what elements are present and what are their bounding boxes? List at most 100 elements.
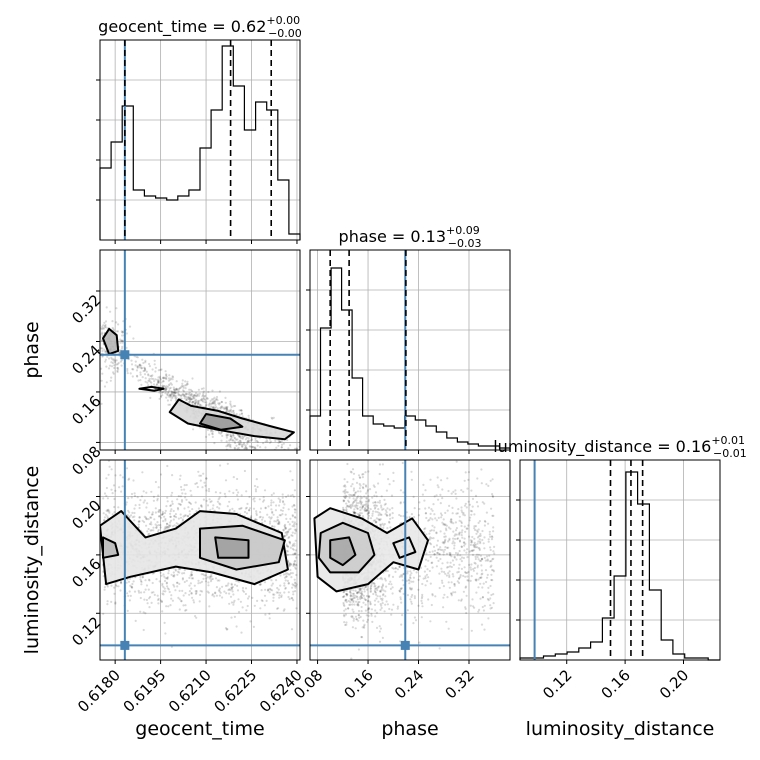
sample-point [402, 584, 405, 587]
sample-point [297, 454, 299, 456]
sample-point [148, 532, 151, 536]
sample-point [169, 504, 173, 507]
sample-point [357, 591, 360, 594]
sample-point [216, 500, 219, 503]
sample-point [165, 387, 168, 390]
sample-point [293, 560, 296, 563]
sample-point [181, 382, 184, 385]
sample-point [276, 516, 279, 519]
sample-point [246, 597, 250, 600]
sample-point [365, 496, 368, 499]
sample-point [141, 575, 144, 579]
sample-point [125, 501, 128, 504]
sample-point [295, 523, 298, 526]
sample-point [167, 588, 170, 591]
sample-point [253, 500, 256, 503]
sample-point [229, 434, 232, 437]
sample-point [103, 492, 107, 495]
sample-point [132, 337, 135, 340]
sample-point [193, 394, 196, 397]
sample-point [293, 489, 296, 492]
sample-point [285, 544, 288, 548]
sample-point [490, 564, 493, 567]
sample-point [241, 415, 244, 418]
sample-point [452, 522, 455, 525]
sample-point [479, 582, 482, 585]
sample-point [278, 440, 282, 443]
sample-point [431, 561, 434, 564]
sample-point [167, 377, 171, 380]
sample-point [116, 366, 119, 369]
sample-point [91, 370, 93, 372]
sample-point [174, 569, 177, 572]
sample-point [224, 495, 227, 498]
sample-point [480, 623, 484, 626]
sample-point [237, 610, 241, 614]
sample-point [458, 531, 461, 534]
sample-point [281, 513, 284, 516]
sample-point [370, 584, 373, 587]
sample-point [180, 600, 183, 603]
sample-point [360, 594, 363, 598]
sample-point [159, 526, 162, 529]
sample-point [103, 348, 106, 351]
sample-point [439, 557, 442, 561]
sample-point [293, 504, 296, 507]
sample-point [458, 515, 461, 518]
sample-point [460, 520, 463, 523]
sample-point [262, 496, 265, 499]
sample-point [225, 407, 229, 410]
sample-point [295, 461, 297, 463]
sample-point [101, 325, 104, 328]
sample-point [184, 392, 188, 395]
sample-point [369, 600, 372, 604]
sample-point [205, 477, 208, 480]
sample-point [288, 597, 291, 601]
sample-point [144, 612, 147, 615]
sample-point [481, 586, 484, 589]
sample-point [431, 518, 434, 521]
sample-point [370, 608, 373, 611]
sample-point [169, 504, 172, 507]
sample-point [217, 589, 220, 592]
sample-point [381, 587, 384, 590]
sample-point [211, 507, 214, 510]
sample-point [150, 523, 153, 526]
sample-point [236, 498, 239, 501]
sample-point [492, 514, 495, 518]
sample-point [239, 437, 243, 440]
sample-point [266, 440, 269, 443]
sample-point [418, 507, 421, 511]
sample-point [492, 569, 495, 572]
sample-point [287, 591, 290, 594]
sample-point [360, 605, 363, 609]
sample-point [214, 577, 218, 580]
sample-point [166, 576, 169, 579]
sample-point [437, 486, 440, 489]
sample-point [131, 582, 134, 586]
sample-point [164, 517, 167, 521]
sample-point [120, 347, 124, 350]
sample-point [452, 575, 455, 578]
sample-point [286, 553, 289, 557]
sample-point [229, 437, 232, 441]
sample-point [283, 584, 286, 587]
sample-point [436, 539, 439, 542]
sample-point [208, 402, 211, 405]
sample-point [362, 487, 365, 490]
sample-point [439, 530, 442, 533]
sample-point [110, 468, 113, 471]
histogram-panel-phase [306, 250, 511, 454]
sample-point [287, 452, 289, 454]
sample-point [381, 522, 384, 526]
sample-point [153, 359, 156, 362]
sample-point [359, 514, 362, 518]
scatter-panel-luminosity_distance-vs-geocent_time [96, 460, 300, 664]
sample-point [184, 496, 187, 499]
sample-point [139, 596, 142, 600]
sample-point [374, 587, 377, 591]
sample-point [415, 571, 418, 574]
sample-point [240, 409, 243, 412]
sample-point [161, 384, 164, 387]
sample-point [432, 529, 436, 532]
